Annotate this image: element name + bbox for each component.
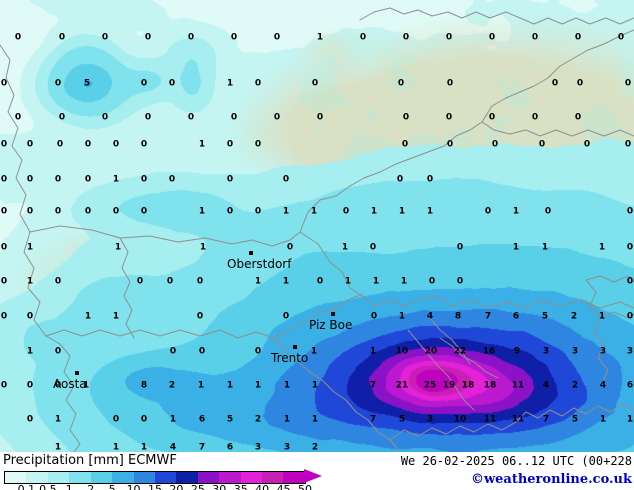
colorbar-tick: 1 — [65, 483, 73, 490]
colorbar-swatch — [283, 472, 305, 483]
colorbar-tick: 30 — [212, 483, 227, 490]
colorbar-tick: 15 — [148, 483, 162, 490]
colorbar-tick: 25 — [190, 483, 205, 490]
copyright-label: ©weatheronline.co.uk — [470, 472, 632, 487]
colorbar-tick: 0.1 — [17, 483, 36, 490]
colorbar-swatch — [262, 472, 284, 483]
colorbar-swatch — [26, 472, 48, 483]
forecast-timestamp: We 26-02-2025 06..12 UTC (00+228 — [400, 454, 632, 468]
colorbar-swatch — [197, 472, 220, 483]
colorbar-tick: 50 — [298, 483, 312, 490]
colorbar-swatch — [219, 472, 241, 483]
colorbar-tick: 45 — [276, 483, 291, 490]
colorbar-tick: 5 — [108, 483, 116, 490]
colorbar-tick: 10 — [126, 483, 141, 490]
colorbar-swatch — [112, 472, 134, 483]
colorbar-tick: 40 — [255, 483, 270, 490]
country-borders-overlay — [0, 7, 634, 452]
map-footer: Precipitation [mm] ECMWF We 26-02-2025 0… — [0, 452, 634, 490]
colorbar-swatch — [90, 472, 113, 483]
colorbar-tick-labels: 0.1 0.5 1 2 5 10 15 20 25 30 35 40 45 50 — [0, 483, 330, 490]
precipitation-colorbar — [4, 471, 306, 484]
colorbar-swatch — [69, 472, 91, 483]
colorbar-swatch — [47, 472, 70, 483]
colorbar-swatch — [5, 472, 27, 483]
colorbar-overflow-arrow-icon — [304, 469, 322, 483]
colorbar-swatch — [133, 472, 155, 483]
colorbar-swatch — [240, 472, 263, 483]
colorbar-swatch — [176, 472, 198, 483]
colorbar-tick: 0.5 — [39, 483, 57, 490]
legend-title: Precipitation [mm] ECMWF — [3, 453, 177, 468]
colorbar-swatch — [154, 472, 177, 483]
colorbar-tick: 2 — [87, 483, 95, 490]
colorbar-tick: 35 — [233, 483, 248, 490]
colorbar-tick: 20 — [169, 483, 184, 490]
